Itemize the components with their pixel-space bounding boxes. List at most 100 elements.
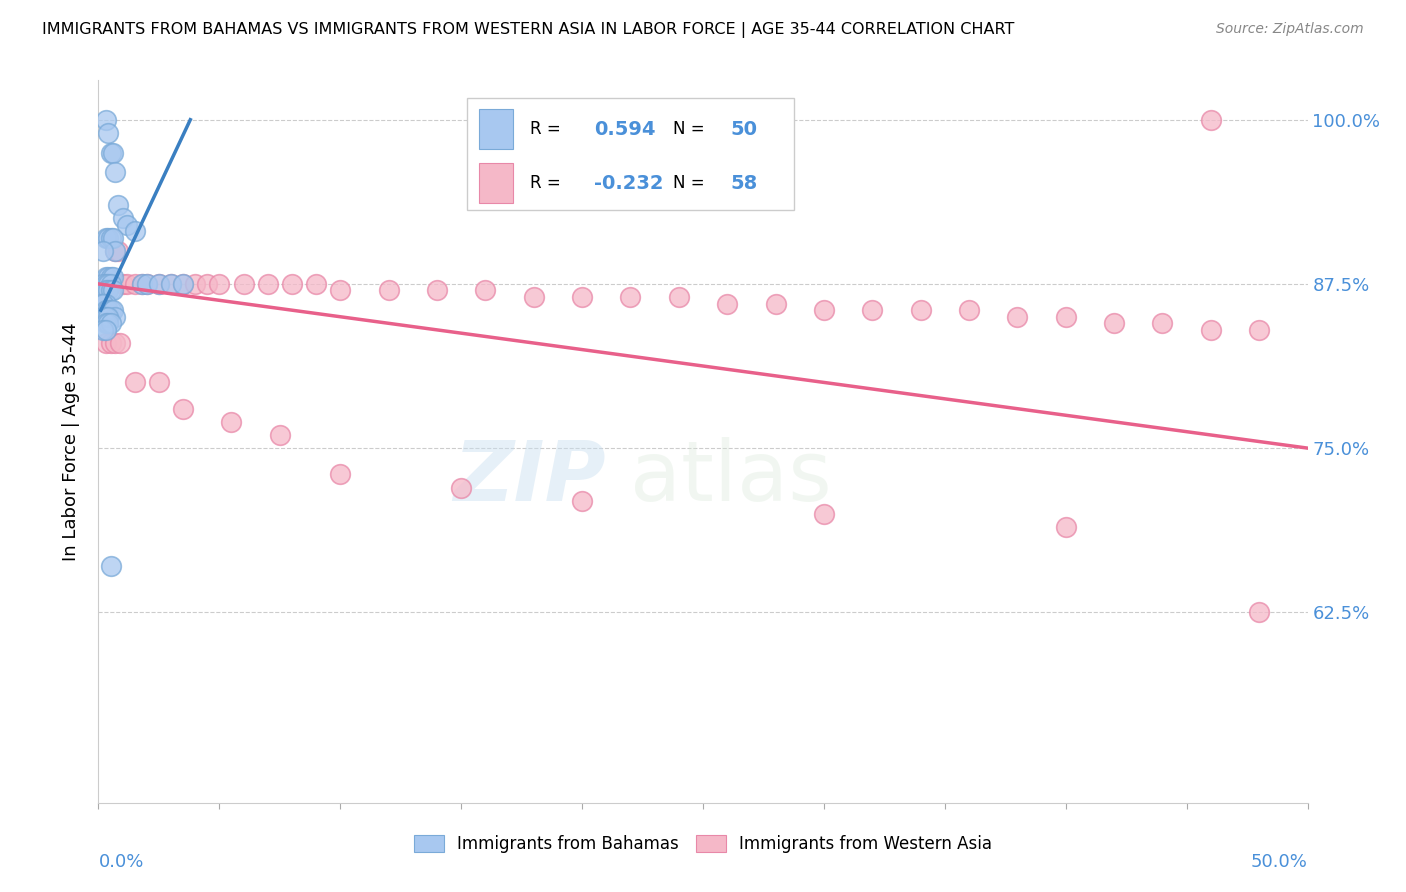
Point	[208, 277, 231, 291]
Text: ZIP: ZIP	[454, 437, 606, 518]
Point	[1152, 316, 1174, 330]
Point	[104, 244, 127, 258]
Point	[1249, 605, 1271, 619]
Point	[474, 284, 496, 298]
Point	[104, 165, 127, 179]
Point	[97, 303, 120, 318]
Point	[90, 296, 112, 310]
FancyBboxPatch shape	[479, 163, 513, 203]
Point	[94, 112, 117, 127]
Point	[813, 303, 835, 318]
Point	[100, 559, 122, 574]
Point	[957, 303, 980, 318]
Point	[97, 316, 120, 330]
Text: N =: N =	[672, 174, 710, 193]
Point	[91, 296, 114, 310]
Point	[100, 231, 122, 245]
Point	[100, 270, 122, 285]
Point	[100, 145, 122, 160]
Point	[111, 277, 134, 291]
Point	[426, 284, 449, 298]
Point	[101, 303, 124, 318]
Point	[97, 270, 120, 285]
Text: 58: 58	[731, 174, 758, 193]
Point	[571, 290, 593, 304]
Point	[124, 376, 146, 390]
Point	[148, 277, 170, 291]
Point	[135, 277, 157, 291]
Text: atlas: atlas	[630, 437, 832, 518]
Point	[172, 277, 194, 291]
Point	[108, 336, 131, 351]
Point	[91, 310, 114, 324]
Point	[104, 310, 127, 324]
Text: 0.0%: 0.0%	[98, 854, 143, 871]
Point	[94, 270, 117, 285]
Point	[329, 467, 352, 482]
Point	[765, 296, 787, 310]
Point	[101, 145, 124, 160]
Point	[160, 277, 183, 291]
Point	[1054, 310, 1077, 324]
Point	[104, 336, 127, 351]
Point	[305, 277, 328, 291]
Point	[668, 290, 690, 304]
Text: R =: R =	[530, 174, 567, 193]
Point	[813, 507, 835, 521]
Point	[172, 277, 194, 291]
Point	[619, 290, 641, 304]
Point	[94, 316, 117, 330]
Point	[94, 231, 117, 245]
Point	[101, 231, 124, 245]
Point	[135, 277, 157, 291]
Point	[281, 277, 304, 291]
Point	[94, 303, 117, 318]
Point	[91, 244, 114, 258]
Point	[97, 277, 120, 291]
Point	[148, 376, 170, 390]
Point	[117, 218, 139, 232]
Point	[124, 224, 146, 238]
Point	[94, 277, 117, 291]
FancyBboxPatch shape	[467, 98, 793, 211]
Point	[195, 277, 218, 291]
Text: 50.0%: 50.0%	[1251, 854, 1308, 871]
Point	[148, 277, 170, 291]
Point	[184, 277, 207, 291]
Point	[107, 244, 129, 258]
Point	[450, 481, 472, 495]
Point	[269, 428, 291, 442]
Point	[716, 296, 738, 310]
Text: 0.594: 0.594	[595, 120, 655, 138]
Point	[100, 303, 122, 318]
Point	[97, 310, 120, 324]
Point	[91, 323, 114, 337]
Point	[104, 244, 127, 258]
Y-axis label: In Labor Force | Age 35-44: In Labor Force | Age 35-44	[62, 322, 80, 561]
Text: IMMIGRANTS FROM BAHAMAS VS IMMIGRANTS FROM WESTERN ASIA IN LABOR FORCE | AGE 35-: IMMIGRANTS FROM BAHAMAS VS IMMIGRANTS FR…	[42, 22, 1015, 38]
Point	[910, 303, 932, 318]
Point	[172, 401, 194, 416]
Point	[256, 277, 278, 291]
Point	[94, 336, 117, 351]
Text: Source: ZipAtlas.com: Source: ZipAtlas.com	[1216, 22, 1364, 37]
Point	[221, 415, 243, 429]
Point	[1054, 520, 1077, 534]
Point	[111, 211, 134, 226]
Point	[97, 284, 120, 298]
Text: 50: 50	[731, 120, 758, 138]
Text: R =: R =	[530, 120, 567, 138]
Point	[1102, 316, 1125, 330]
Point	[101, 284, 124, 298]
Point	[94, 277, 117, 291]
Point	[97, 277, 120, 291]
Point	[131, 277, 153, 291]
Point	[91, 296, 114, 310]
Point	[160, 277, 183, 291]
Legend: Immigrants from Bahamas, Immigrants from Western Asia: Immigrants from Bahamas, Immigrants from…	[408, 828, 998, 860]
Point	[100, 277, 122, 291]
Point	[100, 336, 122, 351]
Point	[571, 493, 593, 508]
Point	[1199, 112, 1222, 127]
Point	[94, 310, 117, 324]
